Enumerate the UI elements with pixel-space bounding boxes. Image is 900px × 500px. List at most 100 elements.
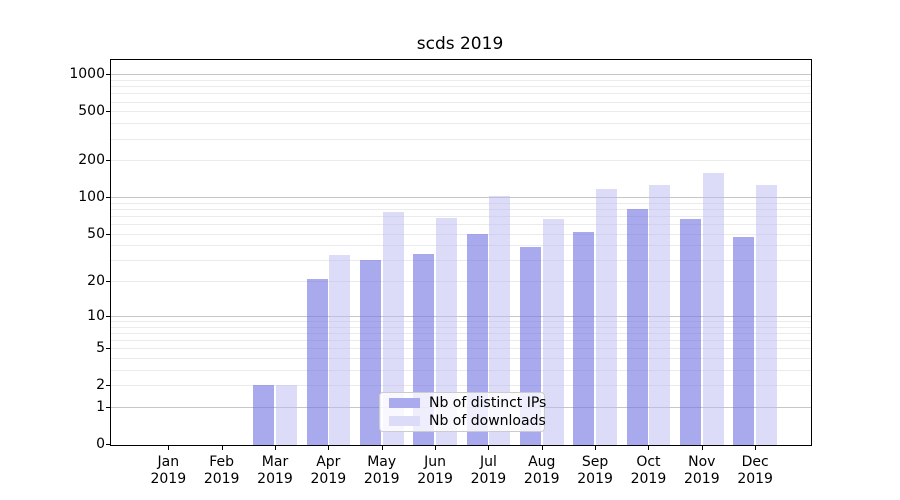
y-axis-tick-label: 2 [96, 377, 105, 394]
y-axis-tick-label: 500 [78, 103, 105, 120]
y-axis-tick [106, 444, 110, 446]
x-axis-tick-label: Sep 2019 [565, 454, 625, 488]
x-axis-tick [275, 446, 276, 450]
y-axis-tick-label: 200 [78, 152, 105, 169]
gridline-minor [111, 321, 811, 322]
x-axis-tick-year: 2019 [630, 471, 667, 487]
gridline-minor [111, 340, 811, 342]
bar-downloads [542, 219, 564, 445]
gridline-major [111, 315, 811, 317]
bar-downloads [702, 173, 724, 445]
x-axis-tick [381, 446, 383, 450]
gridline-minor [111, 260, 811, 262]
x-axis-tick-label: Feb 2019 [192, 454, 252, 488]
x-axis-tick-label: Nov 2019 [672, 454, 732, 488]
bar-distinct-ips [626, 208, 648, 445]
x-axis-tick-label: Jan 2019 [138, 454, 198, 488]
gridline-minor [111, 160, 811, 162]
y-axis-tick [106, 111, 110, 113]
x-axis-tick-year: 2019 [257, 471, 293, 487]
legend-label-downloads: Nb of downloads [429, 412, 546, 429]
x-axis-tick-year: 2019 [150, 471, 187, 487]
legend-row-downloads: Nb of downloads [389, 413, 546, 429]
bar-downloads [489, 195, 511, 445]
bar-downloads [649, 184, 671, 445]
y-axis-tick [106, 281, 110, 283]
gridline-major [111, 74, 811, 76]
y-axis-tick [106, 385, 110, 387]
x-axis-tick-year: 2019 [363, 471, 400, 487]
y-axis-tick [106, 315, 110, 317]
y-axis-tick-label: 20 [87, 273, 105, 290]
bar-downloads [382, 212, 404, 445]
gridline-minor [111, 101, 811, 103]
x-axis-tick [168, 446, 170, 450]
x-axis-tick [435, 446, 437, 450]
gridline-minor [111, 370, 811, 372]
bar-downloads [275, 385, 297, 445]
bar-downloads [435, 218, 457, 445]
y-axis-tick [106, 74, 110, 76]
y-axis-tick [106, 160, 110, 162]
gridline-minor [111, 216, 811, 218]
x-axis-tick-year: 2019 [417, 471, 453, 487]
gridline-minor [111, 202, 811, 204]
bar-distinct-ips [359, 260, 381, 445]
y-axis-tick-label: 100 [78, 189, 105, 206]
legend: Nb of distinct IPs Nb of downloads [379, 392, 546, 432]
bar-downloads [755, 184, 777, 445]
bar-downloads [329, 255, 351, 445]
gridline-minor [111, 233, 811, 235]
y-axis-tick-label: 1 [96, 399, 105, 416]
x-axis-tick-label: Mar 2019 [245, 454, 305, 488]
legend-swatch-downloads [389, 416, 420, 426]
gridline-minor [111, 385, 811, 387]
x-axis-tick-year: 2019 [470, 471, 507, 487]
x-axis-tick [328, 446, 330, 450]
bar-distinct-ips [733, 237, 755, 445]
x-axis-tick-label: Apr 2019 [298, 454, 358, 488]
gridline-minor [111, 245, 811, 247]
x-axis-tick [648, 446, 650, 450]
bar-distinct-ips [253, 385, 275, 445]
x-axis-tick-year: 2019 [683, 471, 720, 487]
x-axis-tick [221, 446, 223, 450]
plot-area: 0 1 2 5 10 20 50 100 200 500 1000 Jan 2019 Feb 2019 Mar… [69, 59, 812, 487]
legend-row-distinct-ips: Nb of distinct IPs [389, 395, 546, 411]
bar-distinct-ips [306, 278, 328, 445]
bar-downloads [595, 189, 617, 445]
gridline-minor [111, 138, 811, 140]
gridline-minor [111, 358, 811, 360]
y-axis-tick [106, 348, 110, 350]
gridline-minor [111, 111, 811, 113]
gridline-minor [111, 123, 811, 125]
gridline-minor [111, 348, 811, 350]
x-axis-tick [755, 446, 757, 450]
gridline-minor [111, 86, 811, 88]
y-axis-tick-label: 5 [96, 340, 105, 357]
y-axis-tick-label: 1000 [69, 66, 105, 83]
legend-label-distinct-ips: Nb of distinct IPs [429, 394, 547, 411]
bar-distinct-ips [680, 219, 701, 445]
y-axis-tick [106, 233, 110, 235]
y-axis-tick-label: 50 [87, 225, 105, 242]
gridline-minor [111, 326, 811, 328]
x-axis-tick-label: Oct 2019 [618, 454, 678, 488]
x-axis-tick-label: Dec 2019 [725, 454, 785, 488]
x-axis-tick-year: 2019 [737, 471, 773, 487]
x-axis-tick-year: 2019 [203, 471, 240, 487]
x-axis-tick-year: 2019 [310, 471, 347, 487]
x-axis-tick [488, 446, 490, 450]
chart-title: scds 2019 [416, 34, 504, 54]
gridline-major [111, 197, 811, 199]
y-axis-tick-label: 0 [96, 436, 105, 453]
x-axis-tick-year: 2019 [523, 471, 560, 487]
x-axis-tick-label: May 2019 [352, 454, 412, 488]
gridline-minor [111, 224, 811, 226]
y-axis-tick [106, 197, 110, 199]
gridline-minor [111, 332, 811, 334]
y-axis-tick [106, 407, 110, 409]
x-axis-tick [701, 446, 703, 450]
x-axis-tick [541, 446, 543, 450]
